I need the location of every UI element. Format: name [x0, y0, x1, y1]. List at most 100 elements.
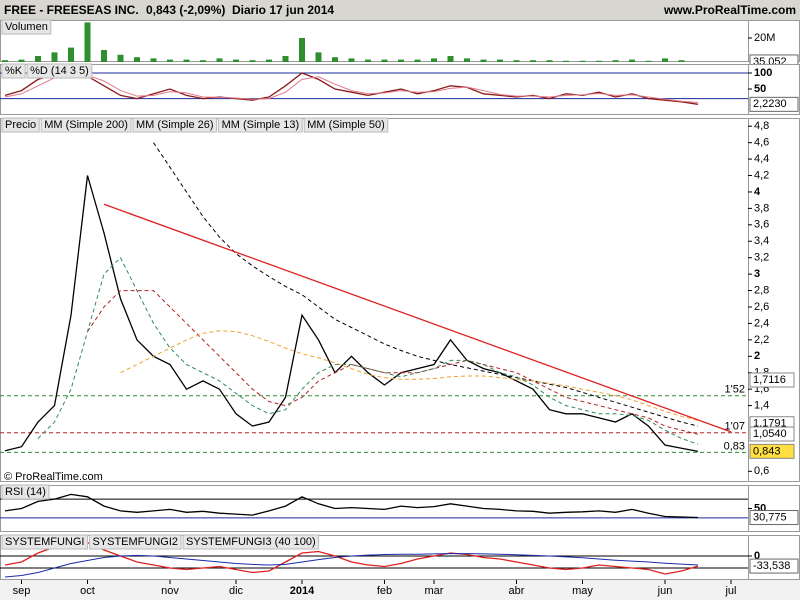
last-value: 30,775 [753, 511, 787, 523]
volume-bar [530, 60, 536, 62]
volume-bar [365, 59, 371, 62]
x-axis-bar [0, 580, 800, 600]
x-tick-label: mar [425, 585, 444, 597]
x-tick-label: abr [509, 585, 525, 597]
trend-line [103, 203, 732, 433]
series-line [4, 74, 699, 103]
x-tick-label: jun [657, 585, 673, 597]
panel [0, 20, 749, 62]
volume-bar [332, 57, 338, 62]
y-tick-label: 2 [754, 350, 760, 362]
y-tick-label: 3 [754, 268, 760, 280]
volume-bar [216, 58, 223, 62]
legend-entry-box [1, 63, 26, 79]
legend-entry-box [40, 117, 132, 133]
x-tick-label: 2014 [290, 585, 315, 597]
y-tick-label: 2,8 [754, 284, 769, 296]
y-tick-label: 3,4 [754, 235, 769, 247]
legend-entry-box [88, 534, 182, 550]
x-tick-label: jul [724, 585, 736, 597]
x-tick-label: oct [80, 585, 95, 597]
volume-bar [513, 60, 520, 62]
legend-entry-box [1, 117, 40, 133]
price-label: 1,7116 [753, 374, 786, 386]
y-tick-label: 0,6 [754, 465, 769, 477]
legend-entry: Precio [5, 119, 36, 131]
volume-bar [200, 60, 206, 62]
y-tick-label: 2,4 [754, 317, 769, 329]
volume-bar [563, 60, 569, 62]
price-label-box [749, 372, 795, 388]
volume-bar [447, 56, 454, 62]
y-tick-label: 3,8 [754, 202, 769, 214]
volume-bar [398, 59, 404, 62]
volume-bar [183, 59, 190, 62]
x-tick-label: feb [377, 585, 392, 597]
volume-bar [546, 60, 553, 62]
volume-bar [134, 57, 140, 62]
legend-entry: MM (Simple 200) [44, 119, 128, 131]
volume-bar [315, 52, 322, 62]
y-tick-label: 4 [754, 186, 761, 198]
last-value: 2,2230 [753, 98, 787, 110]
last-value-box [749, 510, 799, 526]
legend-entry: MM (Simple 50) [307, 119, 385, 131]
volume-bar [431, 58, 437, 62]
y-tick-label: 4,6 [754, 137, 769, 149]
legend-entry-box [132, 117, 218, 133]
y-tick-label: 0 [754, 550, 760, 562]
price-label-box [749, 443, 795, 459]
volume-bar [678, 60, 685, 62]
series-line [37, 256, 699, 445]
volume-bar [497, 59, 503, 62]
volume-bar [150, 58, 157, 62]
legend-entry-box [182, 534, 320, 550]
volume-bar [299, 38, 305, 62]
price-label: 0,843 [753, 445, 781, 457]
level-label: 0,83 [724, 440, 745, 452]
y-tick-label: 100 [754, 67, 772, 79]
volume-bar [249, 60, 256, 62]
series-line [4, 553, 699, 578]
panel [0, 64, 749, 115]
volume-bar [18, 59, 25, 62]
price-label-box [749, 426, 795, 442]
volume-bar [348, 58, 355, 62]
volume-bar [117, 54, 124, 62]
x-tick-label: may [572, 585, 593, 597]
volume-bar [480, 59, 487, 62]
x-tick-label: sep [13, 585, 31, 597]
volume-bar [579, 60, 586, 62]
volume-bar [68, 47, 74, 62]
legend-entry: MM (Simple 26) [136, 119, 214, 131]
legend-entry: SYSTEMFUNGI3 (40 100) [186, 536, 316, 548]
period: Diario 17 jun 2014 [232, 3, 334, 17]
legend-entry-box [303, 117, 389, 133]
series-line [4, 493, 699, 519]
x-tick-label: nov [161, 585, 179, 597]
volume-bar [51, 52, 58, 62]
panel-title-box [1, 19, 52, 35]
series-line [120, 330, 699, 421]
header-bar [0, 0, 800, 20]
volume-bar [266, 59, 272, 62]
price-label: 1,0540 [753, 428, 787, 440]
volume-bar [662, 58, 668, 62]
legend-entry-box [1, 484, 50, 500]
volume-bar [414, 59, 421, 62]
y-tick-label: 4,2 [754, 169, 769, 181]
panel [0, 118, 749, 482]
panel-title: Volumen [5, 21, 48, 33]
x-tick-label: dic [229, 585, 244, 597]
volume-bar [2, 60, 8, 62]
y-tick-label: 2,6 [754, 301, 769, 313]
legend-entry: SYSTEMFUNGI2 [92, 536, 178, 548]
legend-entry: %K [5, 65, 23, 77]
symbol: FREE - FREESEAS INC. [4, 3, 139, 17]
series-line [4, 175, 699, 453]
legend-entry: %D (14 3 5) [30, 65, 89, 77]
volume-bar [35, 56, 41, 62]
y-tick-label: 50 [754, 83, 766, 95]
site[interactable]: www.ProRealTime.com [663, 3, 796, 17]
volume-bar [167, 59, 173, 62]
